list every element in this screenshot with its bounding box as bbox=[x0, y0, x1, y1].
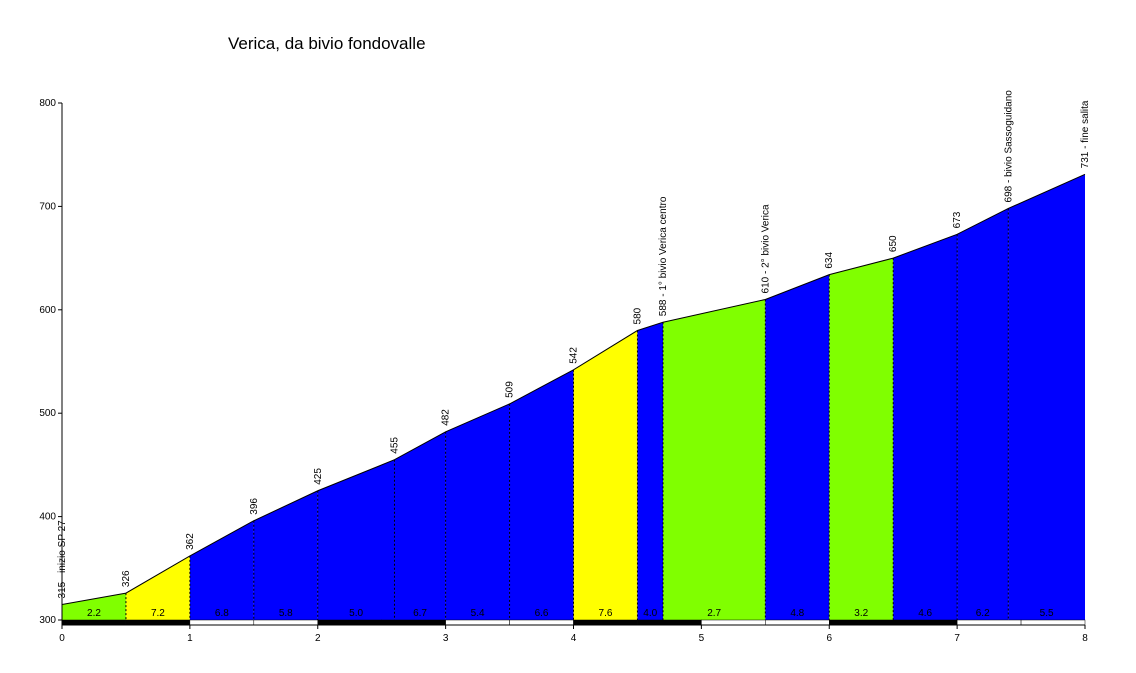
y-tick-label: 600 bbox=[39, 305, 56, 316]
profile-segment bbox=[445, 403, 510, 620]
kilometer-bar-block bbox=[573, 619, 638, 626]
profile-segment bbox=[957, 208, 1009, 620]
x-tick-label: 2 bbox=[315, 633, 321, 644]
segment-gradient-label: 3.2 bbox=[854, 608, 868, 619]
kilometer-bar-block bbox=[61, 619, 127, 626]
gradient-labels: 2.2 7.2 6.8 5.8 5.0 6.7 5.4 6.6 7.6 4.0 2.7 4.8 3.2 4… bbox=[87, 608, 1054, 619]
elevation-label: 588 - 1° bivio Verica centro bbox=[658, 196, 669, 316]
segment-gradient-label: 5.8 bbox=[279, 608, 293, 619]
profile-segment bbox=[62, 593, 126, 620]
profile-segment bbox=[637, 322, 664, 620]
y-tick-label: 400 bbox=[39, 512, 56, 523]
chart-title: Verica, da bivio fondovalle bbox=[228, 34, 426, 53]
profile-segment bbox=[1008, 174, 1085, 620]
kilometer-bar-block bbox=[445, 619, 510, 626]
elevation-label: 610 - 2° bivio Verica bbox=[760, 204, 771, 293]
kilometer-bar-block bbox=[1020, 619, 1086, 626]
profile-line bbox=[61, 173, 1086, 605]
x-tick-label: 8 bbox=[1082, 633, 1088, 644]
kilometer-bar-block bbox=[956, 619, 1022, 626]
profile-segments bbox=[62, 174, 1085, 620]
elevation-label: 455 bbox=[389, 437, 400, 454]
elevation-label: 542 bbox=[569, 347, 580, 364]
elevation-label: 315 - inizio SP 27 bbox=[57, 520, 68, 599]
kilometer-bar-block bbox=[189, 619, 255, 626]
segment-gradient-label: 4.8 bbox=[790, 608, 804, 619]
kilometer-bar-block bbox=[829, 619, 894, 626]
elevation-labels: 315 - inizio SP 27 326 362 396 425 455 482 509 5… bbox=[57, 90, 1091, 599]
profile-segment bbox=[573, 330, 638, 620]
elevation-label: 673 bbox=[952, 211, 963, 228]
kilometer-bar-block bbox=[892, 619, 958, 626]
axes: 300 400 500 600 700 800 0 1 2 3 4 5 6 7 8 bbox=[39, 98, 1088, 644]
elevation-label: 731 - fine salita bbox=[1080, 100, 1091, 168]
elevation-label: 634 bbox=[824, 252, 835, 269]
y-tick-label: 500 bbox=[39, 408, 56, 419]
segment-gradient-label: 4.6 bbox=[918, 608, 932, 619]
segment-gradient-label: 6.7 bbox=[413, 608, 427, 619]
profile-segment bbox=[663, 299, 766, 620]
x-tick-label: 4 bbox=[571, 633, 577, 644]
kilometer-bar-block bbox=[317, 619, 382, 626]
segment-gradient-label: 6.8 bbox=[215, 608, 229, 619]
kilometer-bar-block bbox=[381, 619, 446, 626]
segment-gradient-label: 5.5 bbox=[1040, 608, 1054, 619]
profile-outline bbox=[61, 173, 1086, 605]
profile-segment bbox=[125, 555, 190, 620]
x-tick-label: 7 bbox=[954, 633, 960, 644]
segment-gradient-label: 6.6 bbox=[535, 608, 549, 619]
segment-gradient-label: 2.2 bbox=[87, 608, 101, 619]
x-tick-label: 3 bbox=[443, 633, 449, 644]
elevation-label: 580 bbox=[632, 307, 643, 324]
kilometer-bar-block bbox=[765, 619, 830, 626]
profile-segment bbox=[317, 459, 395, 620]
segment-gradient-label: 6.2 bbox=[976, 608, 990, 619]
segment-gradient-label: 2.7 bbox=[707, 608, 721, 619]
segment-dividers bbox=[125, 208, 1009, 620]
kilometer-bar bbox=[61, 619, 1086, 626]
elevation-label: 482 bbox=[441, 409, 452, 426]
segment-gradient-label: 5.4 bbox=[471, 608, 485, 619]
elevation-label: 396 bbox=[249, 498, 260, 515]
y-tick-label: 800 bbox=[39, 98, 56, 109]
y-tick-label: 300 bbox=[39, 615, 56, 626]
x-tick-label: 5 bbox=[699, 633, 705, 644]
y-tick-label: 700 bbox=[39, 201, 56, 212]
kilometer-bar-block bbox=[125, 619, 191, 626]
kilometer-bar-block bbox=[637, 619, 702, 626]
kilometer-bar-block bbox=[253, 619, 318, 626]
profile-segment bbox=[829, 258, 894, 620]
elevation-label: 425 bbox=[313, 468, 324, 485]
kilometer-bar-block bbox=[701, 619, 766, 626]
profile-segment bbox=[893, 234, 958, 620]
segment-gradient-label: 5.0 bbox=[349, 608, 363, 619]
segment-gradient-label: 7.2 bbox=[151, 608, 165, 619]
x-tick-label: 1 bbox=[187, 633, 193, 644]
elevation-label: 509 bbox=[505, 381, 516, 398]
profile-segment bbox=[253, 490, 318, 620]
elevation-label: 698 - bivio Sassoguidano bbox=[1003, 90, 1014, 203]
x-tick-label: 6 bbox=[826, 633, 832, 644]
segment-gradient-label: 4.0 bbox=[643, 608, 657, 619]
profile-segment bbox=[394, 431, 446, 620]
elevation-label: 650 bbox=[888, 235, 899, 252]
profile-segment bbox=[509, 369, 574, 620]
segment-gradient-label: 7.6 bbox=[599, 608, 613, 619]
kilometer-bar-block bbox=[509, 619, 574, 626]
elevation-label: 362 bbox=[185, 533, 196, 550]
elevation-label: 326 bbox=[121, 570, 132, 587]
profile-segment bbox=[189, 520, 254, 620]
x-tick-label: 0 bbox=[59, 633, 65, 644]
profile-segment bbox=[765, 274, 830, 620]
